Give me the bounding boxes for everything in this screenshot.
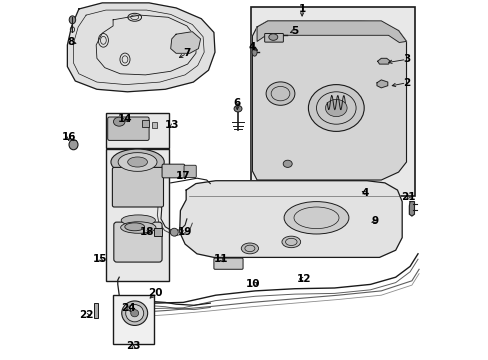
Text: 12: 12 — [296, 274, 310, 284]
Polygon shape — [377, 58, 389, 64]
Polygon shape — [376, 80, 387, 88]
Ellipse shape — [69, 16, 76, 24]
Ellipse shape — [325, 99, 346, 117]
Text: 9: 9 — [370, 216, 378, 226]
Text: 22: 22 — [79, 310, 93, 320]
Ellipse shape — [251, 48, 257, 56]
Ellipse shape — [284, 202, 348, 234]
Text: 15: 15 — [93, 254, 107, 264]
Ellipse shape — [122, 301, 147, 325]
Ellipse shape — [121, 222, 156, 233]
Bar — [94, 303, 98, 318]
Text: 6: 6 — [233, 98, 241, 108]
Bar — [151, 122, 157, 128]
Bar — [113, 295, 154, 344]
FancyBboxPatch shape — [112, 167, 163, 207]
FancyBboxPatch shape — [264, 33, 283, 42]
Text: 17: 17 — [176, 171, 190, 181]
Ellipse shape — [127, 157, 147, 167]
Polygon shape — [67, 3, 215, 92]
Ellipse shape — [265, 82, 294, 105]
Polygon shape — [408, 202, 413, 216]
Text: 1: 1 — [298, 4, 305, 14]
Text: 19: 19 — [178, 227, 192, 237]
Text: 18: 18 — [139, 227, 154, 237]
FancyBboxPatch shape — [213, 258, 243, 269]
FancyBboxPatch shape — [162, 164, 184, 178]
Text: 4: 4 — [247, 42, 255, 52]
Text: 20: 20 — [148, 288, 162, 298]
Ellipse shape — [130, 310, 139, 317]
Text: 21: 21 — [400, 192, 415, 202]
Text: 11: 11 — [213, 254, 228, 264]
Ellipse shape — [308, 85, 364, 131]
Text: 13: 13 — [165, 120, 180, 130]
Text: 23: 23 — [126, 341, 141, 351]
FancyBboxPatch shape — [114, 222, 162, 262]
Ellipse shape — [283, 160, 292, 167]
Text: 4: 4 — [361, 188, 368, 198]
Ellipse shape — [118, 153, 157, 171]
Bar — [250, 7, 414, 196]
Polygon shape — [179, 181, 401, 257]
Text: 5: 5 — [291, 26, 298, 36]
FancyBboxPatch shape — [183, 165, 196, 177]
Text: 24: 24 — [121, 303, 136, 313]
Text: 10: 10 — [246, 279, 260, 289]
Ellipse shape — [125, 305, 143, 322]
Bar — [153, 228, 162, 236]
Ellipse shape — [121, 215, 155, 226]
Ellipse shape — [124, 223, 144, 231]
Text: 2: 2 — [402, 78, 409, 88]
Ellipse shape — [241, 243, 258, 254]
Bar — [142, 120, 149, 127]
Text: 14: 14 — [118, 114, 132, 124]
Polygon shape — [257, 21, 406, 42]
Ellipse shape — [268, 34, 277, 40]
Ellipse shape — [69, 140, 78, 150]
Text: 7: 7 — [183, 48, 190, 58]
Polygon shape — [170, 32, 200, 53]
Polygon shape — [252, 21, 406, 180]
Bar — [106, 149, 168, 281]
FancyBboxPatch shape — [107, 117, 149, 140]
Text: 3: 3 — [402, 54, 409, 64]
Text: 16: 16 — [61, 132, 76, 142]
Bar — [106, 113, 168, 148]
Text: 8: 8 — [67, 37, 75, 48]
Ellipse shape — [113, 117, 125, 126]
Ellipse shape — [170, 228, 178, 236]
Ellipse shape — [234, 105, 242, 112]
Ellipse shape — [282, 236, 300, 248]
Ellipse shape — [111, 149, 164, 175]
